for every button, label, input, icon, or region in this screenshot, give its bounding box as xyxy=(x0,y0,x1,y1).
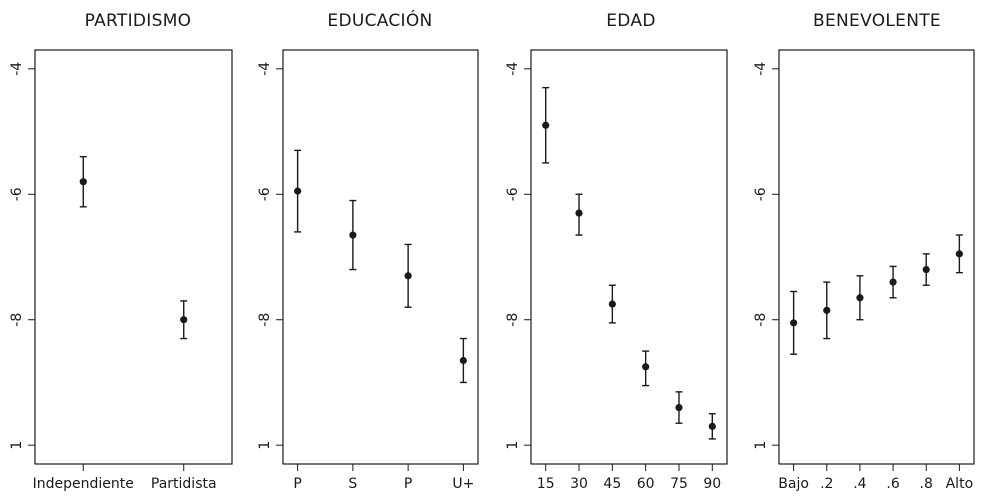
panel-educacion: EDUCACIÓN -4 -6 -8 1 P S P U+ xyxy=(257,9,479,492)
x-tick-label: 60 xyxy=(637,476,655,492)
data-point xyxy=(856,294,864,302)
y-tick-label: 1 xyxy=(505,441,521,450)
y-tick-label: -4 xyxy=(753,62,769,76)
x-tick-label: 15 xyxy=(537,476,555,492)
x-tick-label: Bajo xyxy=(778,476,809,492)
x-tick-label: P xyxy=(293,476,301,492)
data-point xyxy=(823,306,831,314)
y-tick-label: 1 xyxy=(753,441,769,450)
x-tick-label: .2 xyxy=(820,476,833,492)
data-point xyxy=(889,278,897,286)
x-tick-label: P xyxy=(404,476,412,492)
data-point xyxy=(404,272,412,280)
data-point xyxy=(922,265,930,274)
data-point xyxy=(790,319,798,327)
y-tick-label: -8 xyxy=(753,313,769,327)
y-tick-label: -6 xyxy=(753,187,769,201)
panel-partidismo: PARTIDISMO -4 -6 -8 1 Independiente Partidist… xyxy=(9,11,233,492)
plot-frame xyxy=(34,49,233,465)
plot-frame xyxy=(282,49,479,465)
x-tick-label: .4 xyxy=(853,476,866,492)
y-tick-label: 1 xyxy=(9,441,25,450)
plot-frame xyxy=(778,49,975,465)
y-tick-label: -6 xyxy=(257,187,273,201)
y-tick-label: -6 xyxy=(505,187,521,201)
x-tick-label: .8 xyxy=(920,476,933,492)
x-tick-label: S xyxy=(348,476,357,492)
y-tick-label: -8 xyxy=(505,313,521,327)
data-point xyxy=(955,250,963,258)
data-point xyxy=(349,231,357,239)
x-tick-label: Independiente xyxy=(33,476,134,492)
x-tick-label: 90 xyxy=(703,476,721,492)
y-tick-label: -4 xyxy=(9,62,25,76)
y-tick-label: -8 xyxy=(9,313,25,327)
data-point xyxy=(542,121,550,129)
panel-title: EDAD xyxy=(606,11,655,31)
panel-edad: EDAD -4 -6 -8 1 15 30 45 60 75 90 xyxy=(505,11,728,492)
data-point xyxy=(79,178,87,186)
data-point xyxy=(708,422,716,430)
data-point xyxy=(675,403,683,412)
panel-benevolente: BENEVOLENTE -4 -6 -8 1 Bajo .2 .4 .6 .8 Alto xyxy=(753,11,975,492)
panel-title: EDUCACIÓN xyxy=(327,9,432,31)
x-tick-label: .6 xyxy=(886,476,899,492)
x-tick-label: Partidista xyxy=(151,476,217,492)
data-point xyxy=(294,187,302,195)
panel-title: BENEVOLENTE xyxy=(813,11,941,31)
data-point xyxy=(459,356,467,365)
y-tick-label: 1 xyxy=(257,441,273,450)
data-point xyxy=(575,209,583,217)
x-tick-label: 75 xyxy=(670,476,688,492)
x-tick-label: 45 xyxy=(603,476,621,492)
data-point xyxy=(180,316,188,324)
y-tick-label: -8 xyxy=(257,313,273,327)
y-tick-label: -4 xyxy=(505,62,521,76)
data-point xyxy=(608,300,616,308)
panel-title: PARTIDISMO xyxy=(85,11,192,31)
y-tick-label: -6 xyxy=(9,187,25,201)
x-tick-label: U+ xyxy=(452,476,474,492)
data-point xyxy=(642,363,650,371)
y-tick-label: -4 xyxy=(257,62,273,76)
x-tick-label: 30 xyxy=(570,476,588,492)
x-tick-label: Alto xyxy=(946,476,974,492)
plot-frame xyxy=(530,49,728,465)
